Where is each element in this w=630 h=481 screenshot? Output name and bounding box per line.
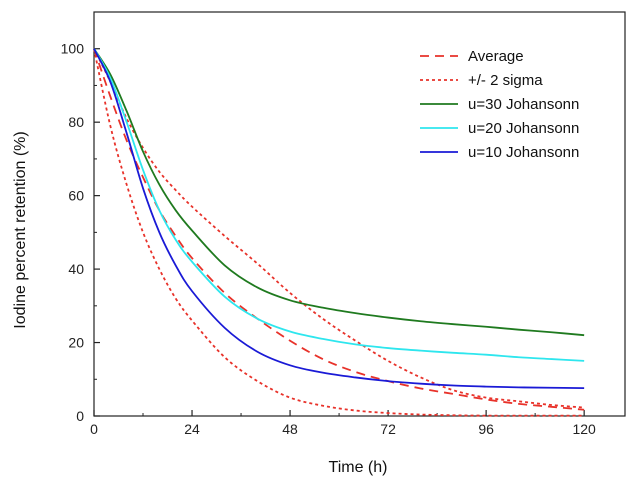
legend-label: u=30 Johansonn bbox=[468, 96, 579, 113]
x-tick-label: 120 bbox=[572, 421, 596, 437]
plot-border bbox=[93, 11, 626, 417]
y-axis-title: Iodine percent retention (%) bbox=[12, 131, 29, 328]
legend-label: +/- 2 sigma bbox=[468, 72, 543, 89]
y-tick-label: 60 bbox=[68, 188, 84, 204]
legend-label: u=10 Johansonn bbox=[468, 144, 579, 161]
series-line-u-30-johansonn bbox=[93, 48, 585, 337]
x-tick-label: 96 bbox=[478, 421, 494, 437]
legend-label: Average bbox=[468, 48, 524, 65]
x-tick-label: 24 bbox=[184, 421, 200, 437]
series-line-u-10-johansonn bbox=[93, 48, 585, 389]
legend-label: u=20 Johansonn bbox=[468, 120, 579, 137]
x-tick-label: 48 bbox=[282, 421, 298, 437]
y-tick-label: 20 bbox=[68, 335, 84, 351]
series-line-u-20-johansonn bbox=[93, 48, 585, 362]
series-line-average bbox=[93, 48, 585, 411]
y-tick-label: 40 bbox=[68, 261, 84, 277]
series-group bbox=[93, 48, 585, 417]
y-tick-label: 0 bbox=[76, 408, 84, 424]
y-tick-label: 100 bbox=[61, 41, 85, 57]
legend: Average +/- 2 sigma u=30 Johansonn u=20 Joh… bbox=[420, 48, 579, 161]
axis-ticks: 0 24 48 72 96 120 0 20 40 60 80 100 bbox=[61, 41, 596, 437]
series-line-2-sigma bbox=[93, 48, 585, 409]
y-tick-label: 80 bbox=[68, 114, 84, 130]
plot-frame bbox=[93, 11, 626, 417]
x-tick-label: 72 bbox=[380, 421, 396, 437]
x-axis-title: Time (h) bbox=[329, 459, 388, 476]
x-tick-label: 0 bbox=[90, 421, 98, 437]
